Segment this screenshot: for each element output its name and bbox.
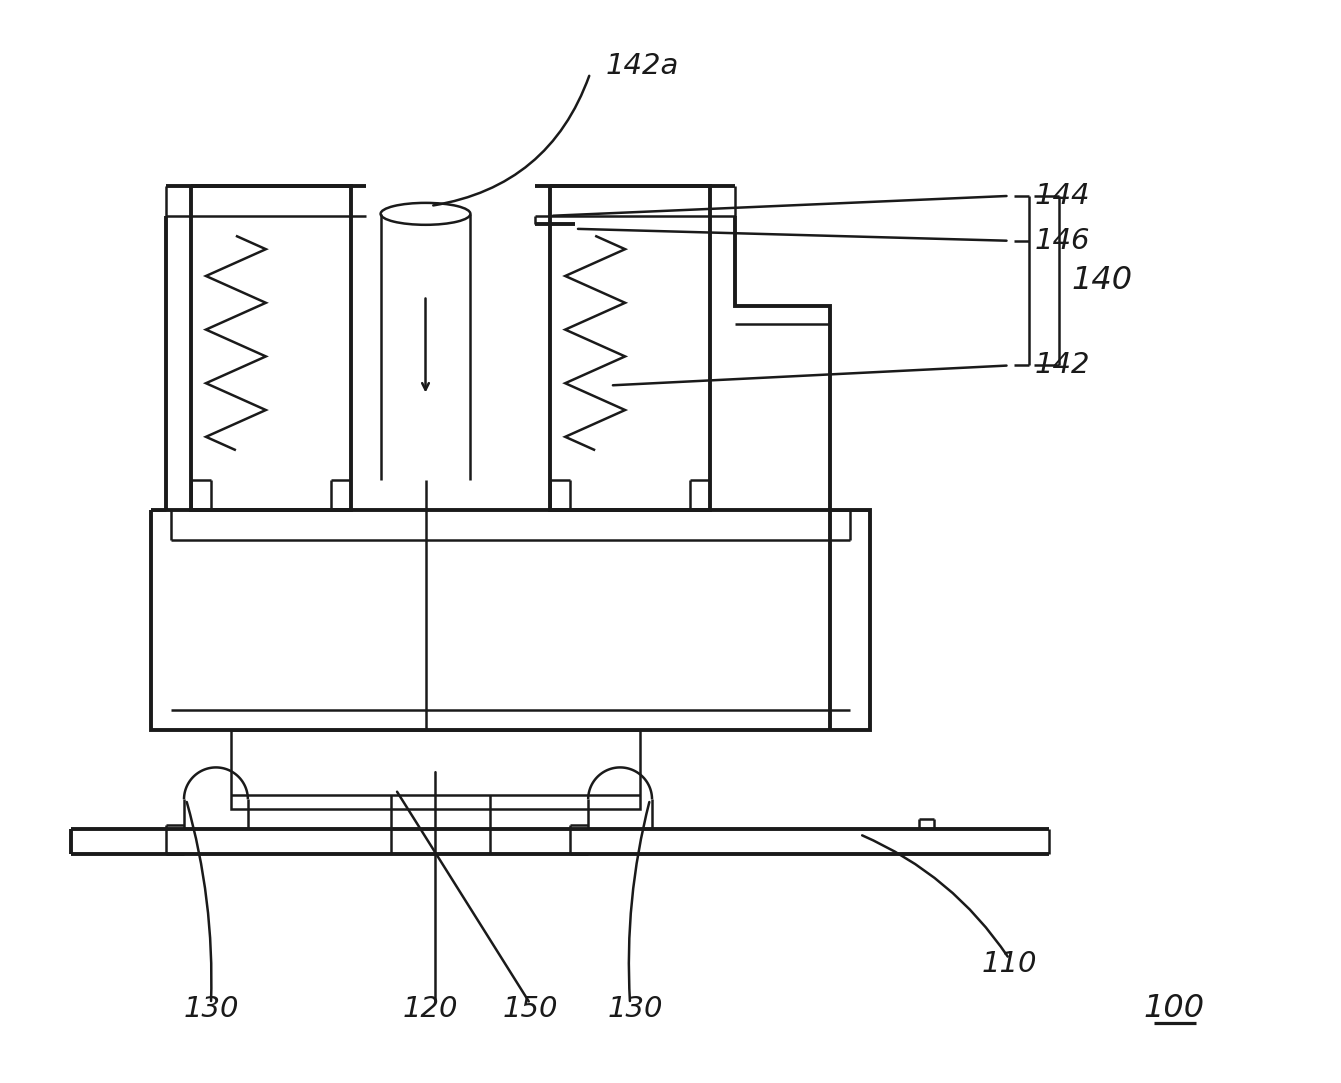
Text: 142a: 142a xyxy=(605,52,679,80)
Text: 150: 150 xyxy=(503,995,558,1022)
Text: 110: 110 xyxy=(982,950,1037,978)
Text: 140: 140 xyxy=(1071,265,1132,296)
Text: 100: 100 xyxy=(1144,993,1204,1025)
Text: 130: 130 xyxy=(184,995,239,1022)
Text: 144: 144 xyxy=(1034,182,1090,210)
Text: 142: 142 xyxy=(1034,352,1090,379)
Text: 146: 146 xyxy=(1034,226,1090,255)
Text: 130: 130 xyxy=(607,995,662,1022)
Text: 120: 120 xyxy=(402,995,459,1022)
